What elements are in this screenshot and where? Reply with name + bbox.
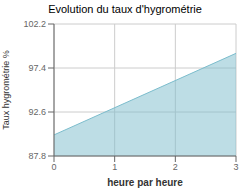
- svg-text:heure par heure: heure par heure: [107, 177, 183, 188]
- svg-text:0: 0: [51, 162, 56, 172]
- svg-text:3: 3: [233, 162, 238, 172]
- svg-text:92.6: 92.6: [28, 107, 46, 117]
- svg-text:97.4: 97.4: [28, 63, 46, 73]
- svg-text:2: 2: [173, 162, 178, 172]
- svg-text:1: 1: [112, 162, 117, 172]
- svg-text:Taux hygrométrie %: Taux hygrométrie %: [8, 50, 11, 130]
- html-text:Evolution du taux d'hygrométri: Evolution du taux d'hygrométrie: [48, 3, 202, 15]
- svg-text:102.2: 102.2: [23, 19, 46, 29]
- svg-text:87.8: 87.8: [28, 151, 46, 161]
